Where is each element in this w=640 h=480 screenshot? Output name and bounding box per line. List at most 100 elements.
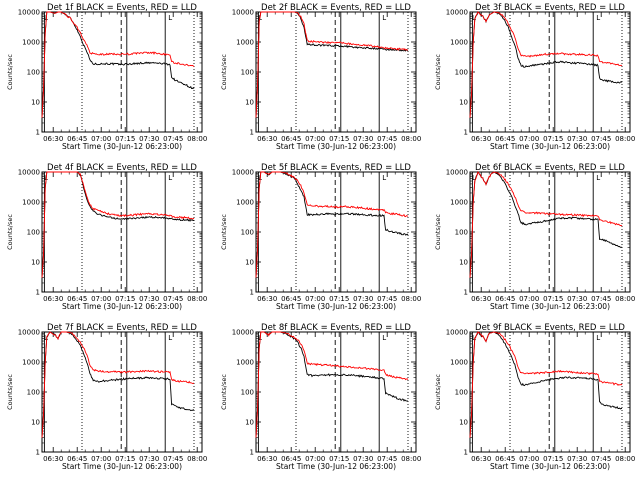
y-tick-label: 1000	[236, 39, 254, 47]
x-tick-label: 06:30	[43, 295, 63, 303]
y-tick-label: 1	[250, 449, 254, 457]
y-axis-label: Counts/sec	[434, 214, 442, 250]
x-axis: 06:30 06:45 07:00 07:15 07:30 07:45 08:00 Start…	[43, 332, 207, 471]
x-tick-label: 07:30	[139, 295, 159, 303]
x-tick-label: 06:30	[43, 455, 63, 463]
y-tick-label: 10	[459, 419, 468, 427]
panel-title: Det 6f BLACK = Events, RED = LLD	[475, 163, 625, 173]
x-axis-label: Start Time (30-Jun-12 06:23:00)	[490, 142, 610, 151]
x-tick-label: 07:15	[115, 135, 135, 143]
panel-title: Det 5f BLACK = Events, RED = LLD	[261, 163, 411, 173]
corner-glyph-right: L	[596, 334, 600, 342]
x-tick-label: 07:45	[163, 295, 183, 303]
x-axis-label: Start Time (30-Jun-12 06:23:00)	[62, 462, 182, 471]
y-tick-label: 1	[250, 289, 254, 297]
y-axis: 1 10 100 1000 10000 Counts/sec	[6, 9, 202, 137]
y-tick-label: 10000	[446, 169, 468, 177]
y-axis: 1 10 100 1000 10000 Counts/sec	[6, 329, 202, 457]
y-axis-label: Counts/sec	[220, 54, 228, 90]
y-tick-label: 10000	[232, 9, 254, 17]
y-axis-label: Counts/sec	[434, 374, 442, 410]
x-tick-label: 07:00	[91, 455, 111, 463]
y-tick-label: 10000	[18, 169, 40, 177]
series-lld-line	[41, 171, 195, 278]
x-axis-label: Start Time (30-Jun-12 06:23:00)	[276, 142, 396, 151]
x-tick-label: 06:30	[257, 135, 277, 143]
plot-frame	[255, 331, 417, 453]
series-events-line	[41, 171, 194, 278]
y-axis-label: Counts/sec	[434, 54, 442, 90]
time-markers	[471, 12, 623, 132]
x-axis: 06:30 06:45 07:00 07:15 07:30 07:45 08:00 Start…	[257, 172, 421, 311]
x-tick-label: 06:30	[43, 135, 63, 143]
y-tick-label: 10000	[18, 9, 40, 17]
y-tick-label: 100	[27, 229, 40, 237]
x-axis: 06:30 06:45 07:00 07:15 07:30 07:45 08:00 Start…	[43, 172, 207, 311]
x-tick-label: 07:15	[329, 455, 349, 463]
corner-glyph-right: L	[168, 174, 172, 182]
x-tick-label: 06:30	[257, 455, 277, 463]
plot-frame	[41, 331, 203, 453]
panel-title: Det 9f BLACK = Events, RED = LLD	[475, 323, 625, 333]
y-axis-label: Counts/sec	[220, 214, 228, 250]
x-tick-label: 08:00	[187, 135, 207, 143]
x-tick-label: 06:30	[471, 135, 491, 143]
x-axis-label: Start Time (30-Jun-12 06:23:00)	[62, 142, 182, 151]
time-markers	[43, 12, 195, 132]
x-tick-label: 07:45	[377, 295, 397, 303]
x-tick-label: 07:30	[353, 295, 373, 303]
y-tick-label: 1	[36, 449, 40, 457]
plot-frame	[469, 171, 631, 293]
time-markers	[257, 332, 409, 452]
panel-title: Det 7f BLACK = Events, RED = LLD	[47, 323, 197, 333]
y-axis-label: Counts/sec	[6, 374, 14, 410]
x-axis: 06:30 06:45 07:00 07:15 07:30 07:45 08:00 Start…	[471, 172, 635, 311]
x-axis-label: Start Time (30-Jun-12 06:23:00)	[490, 462, 610, 471]
y-tick-label: 100	[455, 229, 468, 237]
x-tick-label: 07:30	[567, 295, 587, 303]
x-axis-label: Start Time (30-Jun-12 06:23:00)	[276, 462, 396, 471]
x-tick-label: 07:30	[139, 455, 159, 463]
x-tick-label: 07:00	[519, 455, 539, 463]
x-tick-label: 06:30	[471, 295, 491, 303]
x-axis: 06:30 06:45 07:00 07:15 07:30 07:45 08:00 Start…	[257, 332, 421, 471]
y-tick-label: 10	[459, 99, 468, 107]
y-tick-label: 1	[36, 289, 40, 297]
x-tick-label: 07:30	[567, 455, 587, 463]
x-tick-label: 06:30	[257, 295, 277, 303]
x-tick-label: 06:45	[495, 135, 515, 143]
x-axis-label: Start Time (30-Jun-12 06:23:00)	[62, 302, 182, 311]
y-tick-label: 10	[31, 419, 40, 427]
y-tick-label: 100	[241, 229, 254, 237]
x-tick-label: 07:15	[115, 295, 135, 303]
y-tick-label: 1000	[236, 199, 254, 207]
time-markers	[43, 172, 195, 292]
x-axis: 06:30 06:45 07:00 07:15 07:30 07:45 08:00 Start…	[257, 12, 421, 151]
x-axis: 06:30 06:45 07:00 07:15 07:30 07:45 08:00 Start…	[43, 12, 207, 151]
y-tick-label: 10000	[446, 9, 468, 17]
y-tick-label: 10	[245, 99, 254, 107]
series-events-line	[469, 170, 623, 278]
x-tick-label: 07:45	[163, 135, 183, 143]
x-tick-label: 07:15	[329, 295, 349, 303]
x-tick-label: 07:30	[139, 135, 159, 143]
x-tick-label: 07:45	[163, 455, 183, 463]
y-axis: 1 10 100 1000 10000 Counts/sec	[434, 169, 630, 297]
y-axis: 1 10 100 1000 10000 Counts/sec	[6, 169, 202, 297]
y-axis: 1 10 100 1000 10000 Counts/sec	[434, 9, 630, 137]
plot-frame	[255, 11, 417, 133]
y-axis-label: Counts/sec	[220, 374, 228, 410]
x-tick-label: 06:45	[495, 455, 515, 463]
y-tick-label: 100	[455, 69, 468, 77]
x-tick-label: 08:00	[187, 295, 207, 303]
corner-glyph-right: L	[596, 14, 600, 22]
corner-glyph-right: L	[382, 334, 386, 342]
corner-glyph-right: L	[168, 14, 172, 22]
x-tick-label: 08:00	[187, 455, 207, 463]
plot-frame	[41, 11, 203, 133]
x-tick-label: 06:45	[495, 295, 515, 303]
corner-glyph-left: L	[472, 334, 476, 342]
plot-frame	[469, 331, 631, 453]
